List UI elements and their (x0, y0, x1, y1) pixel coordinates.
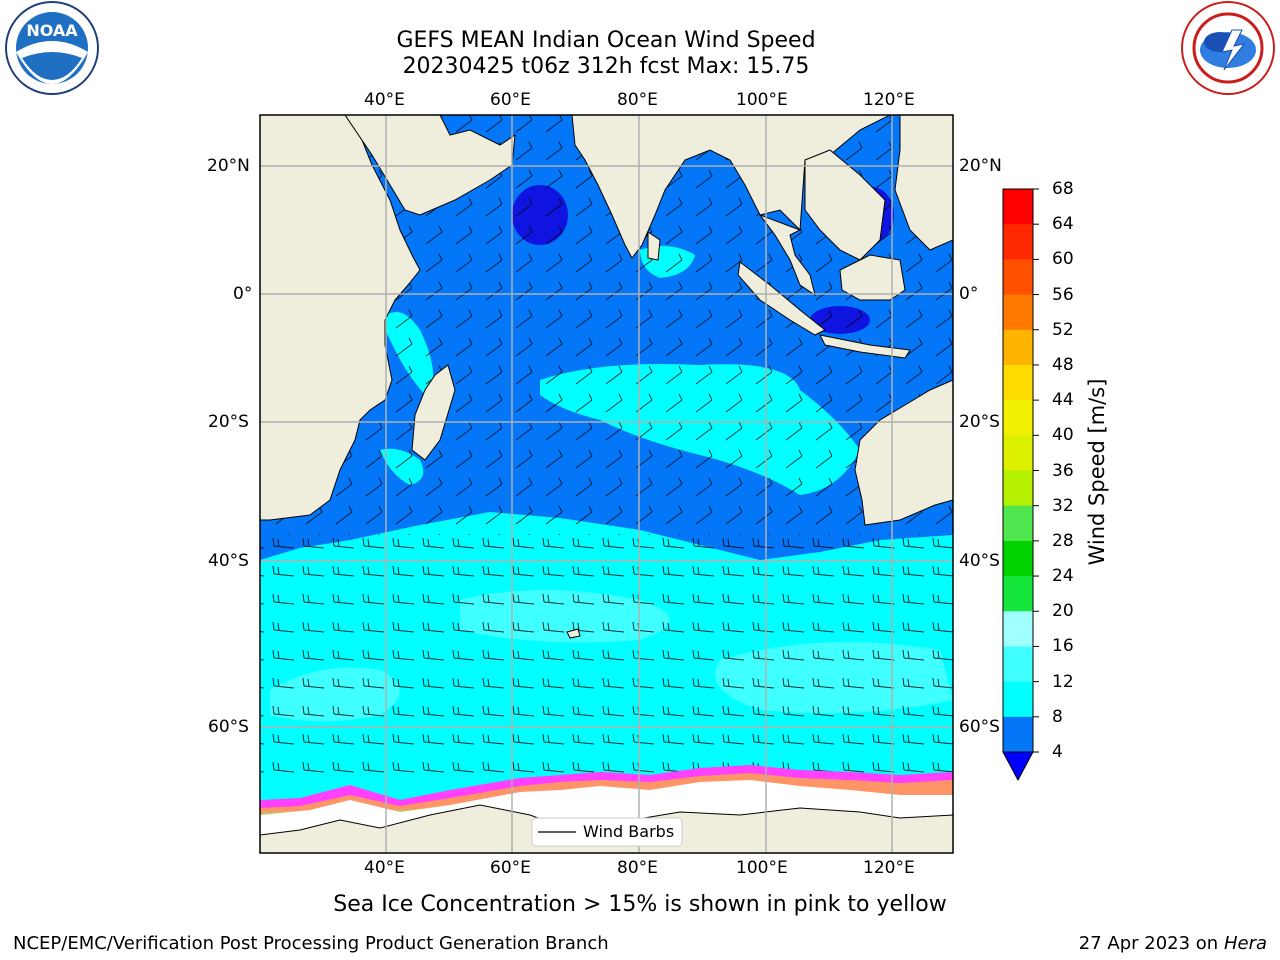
colorbar-tick-label: 56 (1052, 284, 1074, 305)
lon-tick-bottom-100e: 100°E (736, 858, 788, 878)
colorbar-under-arrow (1002, 751, 1034, 782)
chart-subtitle: 20230425 t06z 312h fcst Max: 15.75 (402, 54, 810, 79)
legend-label: Wind Barbs (583, 822, 675, 841)
lon-tick-top-100e: 100°E (736, 90, 788, 110)
land-africa (260, 115, 421, 521)
noaa-logo: NOAA (5, 1, 99, 95)
colorbar-tick-label: 20 (1052, 601, 1074, 622)
footer-right: 27 Apr 2023 on Hera (1079, 933, 1267, 955)
lon-tick-bottom-40e: 40°E (364, 858, 405, 878)
land-java (819, 334, 911, 359)
colorbar-label: Wind Speed [m/s] (1085, 378, 1109, 566)
colorbar-segment (1003, 294, 1033, 331)
colorbar-tick-label: 24 (1052, 566, 1074, 587)
lat-tick-left-60s: 60°S (208, 717, 249, 737)
noaa-logo-text: NOAA (26, 21, 78, 40)
map-frame (259, 114, 954, 854)
lat-tick-right-60s: 60°S (959, 717, 1000, 737)
colorbar-tick-label: 28 (1052, 530, 1074, 551)
colorbar-segment (1003, 435, 1033, 471)
lat-tick-left-0: 0° (233, 284, 253, 304)
colorbar-segment (1003, 505, 1033, 542)
colorbar-tick-label: 64 (1052, 214, 1074, 235)
colorbar-segment (1003, 681, 1033, 718)
lon-tick-bottom-60e: 60°E (490, 858, 531, 878)
lon-tick-top-80e: 80°E (617, 90, 658, 110)
colorbar-segment (1003, 540, 1033, 577)
land-australia (854, 379, 953, 526)
lon-tick-top-120e: 120°E (863, 90, 915, 110)
land-kerguelen (566, 628, 581, 639)
wind-barbs-south (260, 535, 953, 785)
land-indochina (804, 149, 886, 261)
lat-tick-right-0: 0° (959, 284, 979, 304)
lon-tick-bottom-120e: 120°E (863, 858, 915, 878)
footer-date: 27 Apr 2023 on (1078, 933, 1224, 954)
colorbar (1003, 188, 1039, 753)
colorbar-tick-label: 8 (1052, 706, 1063, 727)
sea-ice-caption: Sea Ice Concentration > 15% is shown in … (333, 892, 947, 917)
colorbar-segment (1003, 224, 1033, 260)
land-arabia (344, 115, 516, 216)
footer-left: NCEP/EMC/Verification Post Processing Pr… (13, 933, 609, 954)
colorbar-tick-label: 4 (1052, 742, 1063, 762)
chart-title: GEFS MEAN Indian Ocean Wind Speed (396, 28, 816, 53)
colorbar-segment (1003, 470, 1033, 507)
colorbar-tick-label: 36 (1052, 460, 1074, 481)
land-sri-lanka (647, 231, 661, 261)
colorbar-segment (1003, 716, 1033, 753)
colorbar-tick-label: 60 (1052, 249, 1074, 270)
colorbar-segment (1003, 611, 1033, 647)
colorbar-segment (1003, 576, 1033, 612)
lat-tick-right-20s: 20°S (959, 412, 1000, 432)
nws-logo (1181, 1, 1275, 95)
map-gridlines (260, 115, 953, 853)
colorbar-tick-label: 52 (1052, 319, 1074, 340)
colorbar-tick-label: 32 (1052, 495, 1074, 516)
lat-tick-left-40s: 40°S (208, 551, 249, 571)
map-legend (531, 817, 683, 847)
lat-tick-left-20n: 20°N (207, 156, 250, 176)
colorbar-segment (1003, 259, 1033, 296)
land-malay-peninsula (758, 213, 816, 297)
colorbar-tick-label: 12 (1052, 671, 1074, 692)
colorbar-segment (1003, 646, 1033, 683)
lat-tick-right-20n: 20°N (959, 156, 1002, 176)
colorbar-tick-label: 16 (1052, 636, 1074, 657)
lat-tick-left-20s: 20°S (208, 412, 249, 432)
colorbar-segment (1003, 329, 1033, 366)
land-borneo (839, 254, 906, 301)
land-madagascar (411, 364, 456, 461)
colorbar-tick-label: 40 (1052, 425, 1074, 446)
lon-tick-bottom-80e: 80°E (617, 858, 658, 878)
colorbar-segment (1003, 364, 1033, 401)
colorbar-tick-label: 68 (1052, 179, 1074, 199)
lat-tick-right-40s: 40°S (959, 551, 1000, 571)
colorbar-segment (1003, 189, 1033, 225)
colorbar-tick-label: 48 (1052, 354, 1074, 375)
land-philippines-region (894, 115, 953, 251)
lon-tick-top-40e: 40°E (364, 90, 405, 110)
lon-tick-top-60e: 60°E (490, 90, 531, 110)
colorbar-segment (1003, 400, 1033, 436)
footer-host: Hera (1223, 933, 1267, 954)
colorbar-tick-label: 44 (1052, 390, 1074, 411)
